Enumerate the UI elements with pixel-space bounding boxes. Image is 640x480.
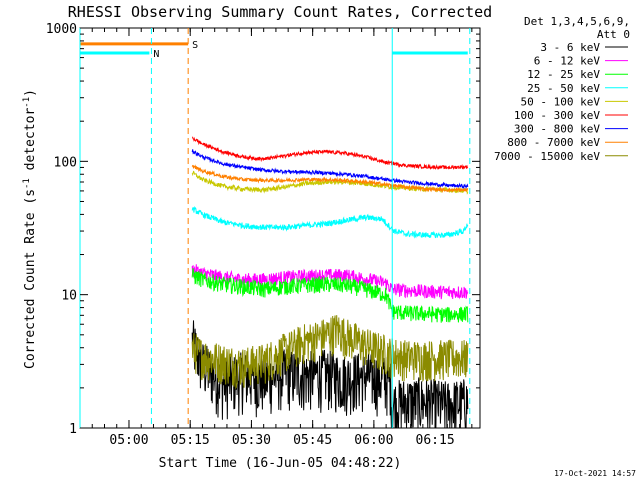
y-axis-label-end: ) (23, 89, 38, 97)
series-line-100-300keV (191, 136, 469, 171)
legend-label: 300 - 800 keV (514, 123, 600, 136)
legend-label: 800 - 7000 keV (507, 136, 600, 149)
legend-header-line: Det 1,3,4,5,6,9, (524, 15, 630, 28)
series-line-6-12keV (191, 264, 469, 300)
x-tick-label: 05:00 (109, 433, 148, 448)
y-axis-label-exp1: -1 (22, 178, 32, 189)
series-line-300-800keV (191, 149, 469, 190)
footer-timestamp: 17-Oct-2021 14:57 (554, 469, 636, 478)
series-line-800-7000keV (191, 164, 469, 194)
x-tick-label: 05:45 (293, 433, 332, 448)
x-tick-label: 06:15 (416, 433, 455, 448)
chart-title: RHESSI Observing Summary Count Rates, Co… (68, 3, 492, 21)
legend-label: 50 - 100 keV (521, 95, 601, 108)
y-axis-label: Corrected Count Rate (s-1 detector-1) (22, 89, 38, 369)
legend-header-line: Att 0 (597, 28, 630, 41)
y-axis-label-mid: detector (23, 108, 38, 179)
series-line-7000-15000keV (191, 315, 469, 390)
x-tick-label: 05:15 (171, 433, 210, 448)
y-tick-label: 1 (69, 422, 77, 437)
x-tick-label: 05:30 (232, 433, 271, 448)
series-line-3-6keV (191, 320, 469, 429)
y-tick-label: 1000 (46, 22, 77, 37)
ticks-layer: 05:00 05:15 05:30 05:45 06:00 06:15 1 10 100 1000 (46, 22, 480, 448)
legend-header: Det 1,3,4,5,6,9,Att 0 (524, 15, 630, 41)
flag-label-S: S (192, 40, 198, 51)
flag-label-N: N (153, 49, 159, 60)
series-line-25-50keV (191, 205, 469, 239)
vline-layer (79, 28, 471, 428)
series-line-12-25keV (191, 268, 469, 323)
y-tick-label: 10 (61, 289, 77, 304)
y-tick-label: 100 (54, 155, 77, 170)
legend-label: 25 - 50 keV (527, 82, 600, 95)
legend-label: 100 - 300 keV (514, 109, 600, 122)
x-tick-label: 06:00 (354, 433, 393, 448)
series-layer (191, 136, 469, 429)
legend-label: 6 - 12 keV (534, 55, 601, 68)
x-axis-label: Start Time (16-Jun-05 04:48:22) (159, 456, 402, 471)
legend-label: 3 - 6 keV (540, 41, 600, 54)
plot-area: NS 05:00 05:15 05:30 05:45 06:00 06:151101001… (46, 22, 481, 448)
legend-label: 7000 - 15000 keV (494, 150, 600, 163)
y-axis-label-exp2: -1 (22, 97, 32, 108)
legend-label: 12 - 25 keV (527, 68, 600, 81)
flag-layer: NS (80, 40, 468, 60)
y-axis-label-main: Corrected Count Rate (s (23, 189, 38, 369)
